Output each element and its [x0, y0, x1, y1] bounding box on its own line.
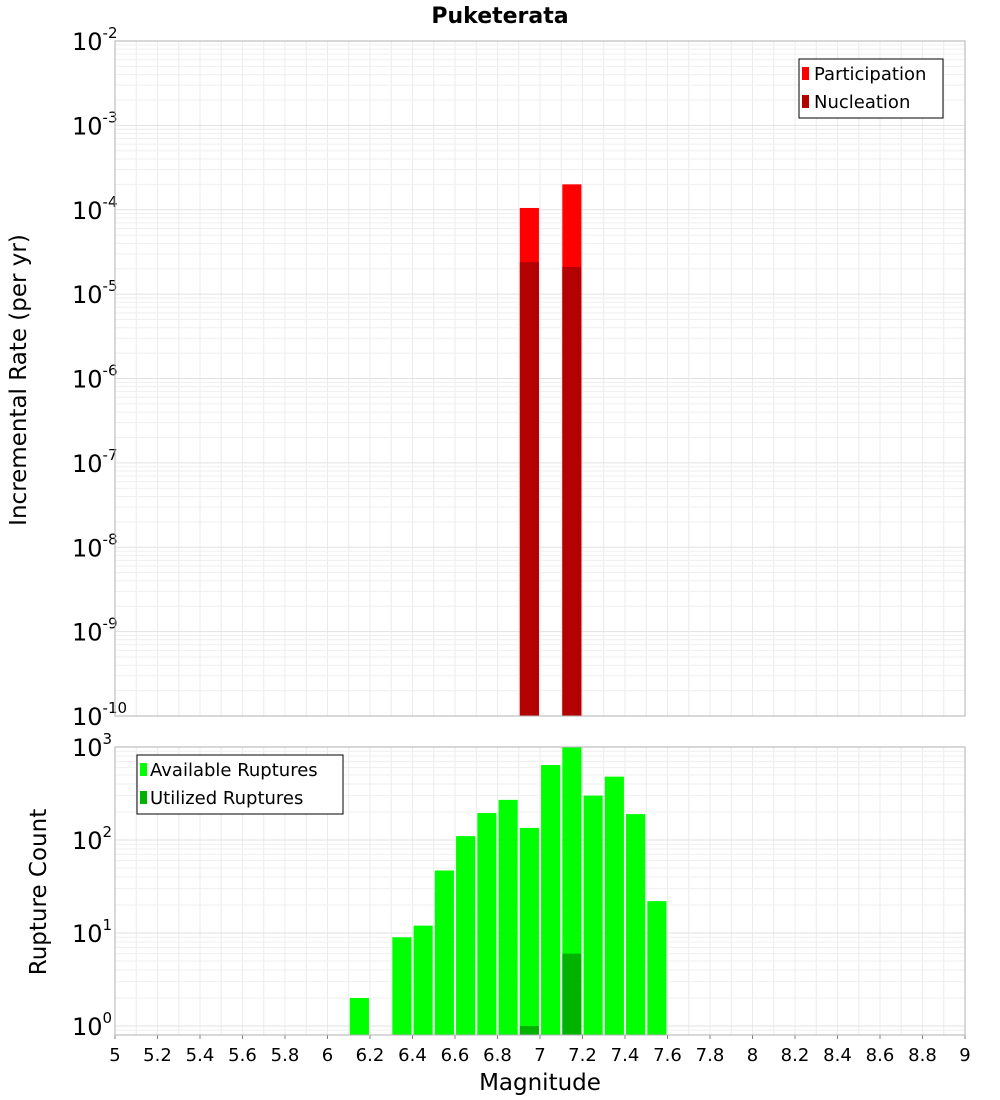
rate-bars — [519, 184, 582, 717]
legend-swatch-participation — [802, 67, 809, 80]
x-tick-label: 6.8 — [483, 1045, 512, 1066]
x-tick-label: 8.6 — [866, 1045, 895, 1066]
rate-y-tick-label: 10-5 — [72, 277, 118, 309]
x-tick-label: 8.4 — [823, 1045, 852, 1066]
x-tick-label: 6.2 — [356, 1045, 385, 1066]
rate-grid — [114, 41, 966, 717]
count-bar-available-ruptures-7.25 — [583, 795, 603, 1035]
count-y-axis-label: Rupture Count — [26, 809, 52, 975]
x-tick-label: 9 — [959, 1045, 970, 1066]
rate-y-tick-label: 10-3 — [72, 108, 118, 140]
legend-swatch-nucleation — [802, 95, 809, 108]
legend-label-participation: Participation — [814, 64, 926, 85]
count-bar-available-ruptures-7.35 — [604, 776, 624, 1035]
count-bar-available-ruptures-7.45 — [626, 814, 646, 1035]
count-panel: 100 101 102 103 5 5.2 5.4 5.6 5.8 6 6.2 6.4 6.6 6.8 7… — [26, 730, 971, 1096]
rate-panel: 10-10 10-9 10-8 10-7 10-6 10-5 10-4 10-3 10-2 In… — [6, 24, 966, 731]
rate-y-tick-label: 10-9 — [72, 615, 118, 647]
x-tick-label: 6.6 — [441, 1045, 470, 1066]
count-y-tick-label: 101 — [72, 916, 112, 948]
magnitude-x-ticks: 5 5.2 5.4 5.6 5.8 6 6.2 6.4 6.6 6.8 7 7.2 7.4 7.6 7.8 8… — [109, 1035, 971, 1066]
count-bar-available-ruptures-6.55 — [434, 870, 454, 1035]
rate-legend: Participation Nucleation — [798, 58, 944, 119]
count-bar-available-ruptures-7.55 — [647, 901, 667, 1035]
rate-y-tick-label: 10-6 — [72, 362, 118, 394]
x-tick-label: 5.2 — [143, 1045, 172, 1066]
count-bar-available-ruptures-6.35 — [392, 937, 412, 1035]
x-tick-label: 5.6 — [228, 1045, 257, 1066]
x-tick-label: 8.8 — [908, 1045, 937, 1066]
legend-label-nucleation: Nucleation — [814, 92, 910, 113]
x-tick-label: 5.8 — [271, 1045, 300, 1066]
rate-y-tick-label: 10-4 — [72, 193, 118, 225]
x-tick-label: 7 — [534, 1045, 545, 1066]
rate-bar-nucleation-7.15 — [562, 266, 582, 716]
count-bar-available-ruptures-6.65 — [456, 836, 476, 1035]
x-tick-label: 5.4 — [186, 1045, 215, 1066]
count-bar-available-ruptures-6.45 — [413, 925, 433, 1035]
rate-y-tick-label: 10-8 — [72, 530, 118, 562]
rate-y-axis-label: Incremental Rate (per yr) — [6, 234, 32, 526]
rate-y-tick-label: 10-2 — [72, 24, 118, 56]
rate-y-ticks: 10-10 10-9 10-8 10-7 10-6 10-5 10-4 10-3 10-2 — [72, 24, 127, 731]
x-tick-label: 7.8 — [696, 1045, 725, 1066]
count-bar-utilized-ruptures-6.95 — [519, 1025, 539, 1035]
legend-label-utilized-ruptures: Utilized Ruptures — [150, 788, 303, 809]
count-legend-box — [136, 754, 344, 815]
x-tick-label: 8.2 — [781, 1045, 810, 1066]
legend-label-available-ruptures: Available Ruptures — [150, 760, 318, 781]
rate-y-tick-label: 10-10 — [72, 699, 127, 731]
count-legend: Available Ruptures Utilized Ruptures — [136, 754, 344, 815]
chart-title: Puketerata — [431, 4, 568, 29]
count-y-ticks: 100 101 102 103 — [72, 730, 112, 1041]
count-bar-available-ruptures-6.15 — [349, 997, 369, 1035]
x-axis-label: Magnitude — [479, 1070, 601, 1096]
rate-bar-nucleation-6.95 — [519, 262, 539, 716]
x-tick-label: 7.6 — [653, 1045, 682, 1066]
count-bars — [349, 747, 667, 1035]
count-plot-border — [114, 746, 966, 1036]
rate-plot-border — [114, 40, 966, 717]
count-bar-available-ruptures-7.05 — [541, 765, 561, 1035]
x-tick-label: 6 — [322, 1045, 333, 1066]
x-tick-label: 5 — [109, 1045, 120, 1066]
count-y-tick-label: 103 — [72, 730, 112, 762]
x-tick-label: 7.2 — [568, 1045, 597, 1066]
x-tick-label: 7.4 — [611, 1045, 640, 1066]
count-bar-available-ruptures-6.95 — [519, 827, 539, 1035]
count-y-tick-label: 100 — [72, 1009, 112, 1041]
count-bar-available-ruptures-6.85 — [498, 799, 518, 1035]
rate-y-tick-label: 10-7 — [72, 446, 118, 478]
count-bar-available-ruptures-6.75 — [477, 813, 497, 1035]
x-tick-label: 6.4 — [398, 1045, 427, 1066]
rate-legend-box — [798, 58, 944, 119]
legend-swatch-available-ruptures — [140, 763, 147, 776]
count-y-tick-label: 102 — [72, 823, 112, 855]
x-tick-label: 8 — [747, 1045, 758, 1066]
legend-swatch-utilized-ruptures — [140, 791, 147, 804]
count-bar-utilized-ruptures-7.15 — [562, 953, 582, 1035]
